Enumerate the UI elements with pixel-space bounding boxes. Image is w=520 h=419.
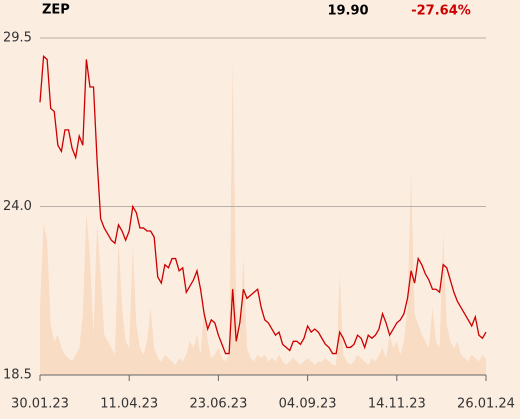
- y-tick-label: 24.0: [3, 199, 32, 214]
- chart-title: ZEP: [42, 3, 70, 18]
- x-tick-label: 30.01.23: [11, 397, 69, 412]
- x-tick-label: 11.04.23: [100, 397, 158, 412]
- last-price: 19.90: [327, 4, 368, 19]
- x-tick-label: 23.06.23: [189, 397, 247, 412]
- y-tick-label: 18.5: [3, 368, 32, 383]
- x-tick-label: 04.09.23: [279, 397, 337, 412]
- y-tick-label: 29.5: [3, 31, 32, 46]
- price-change: -27.64%: [411, 4, 471, 19]
- price-line: [39, 55, 487, 355]
- x-tick-label: 26.01.24: [457, 397, 515, 412]
- x-tick-label: 14.11.23: [368, 397, 426, 412]
- volume-area: [40, 61, 486, 376]
